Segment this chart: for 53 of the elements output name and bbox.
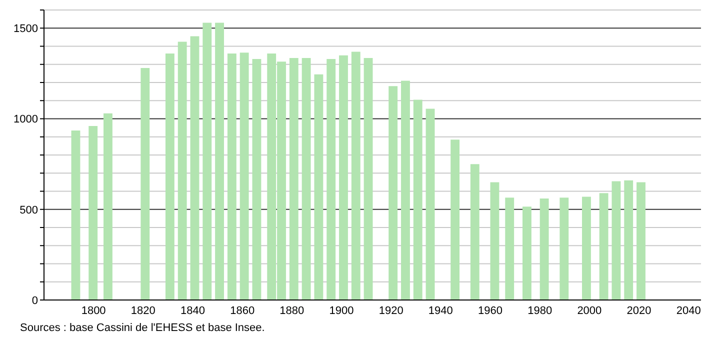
x-tick-label: 1820 [130, 304, 156, 317]
bar [190, 36, 200, 300]
x-tick-label: 1800 [81, 304, 106, 317]
y-tick-label: 1500 [14, 23, 38, 36]
bar [202, 22, 212, 300]
bar [450, 140, 460, 300]
x-tick-label: 1840 [180, 304, 205, 317]
bar [240, 52, 249, 300]
x-tick-label: 1980 [528, 304, 552, 317]
bar [104, 113, 112, 300]
bar [165, 54, 174, 300]
x-tick-label: 2000 [577, 304, 602, 317]
x-tick-label: 1920 [378, 304, 404, 317]
bar [612, 181, 621, 300]
bar [314, 74, 324, 300]
bar [364, 58, 373, 300]
bar [624, 180, 634, 300]
x-tick-label: 1880 [280, 304, 304, 317]
bar [215, 22, 224, 300]
x-tick-label: 1860 [230, 304, 255, 317]
bar [140, 68, 150, 300]
source-note: Sources : base Cassini de l'EHESS et base Insee. [20, 322, 265, 334]
x-tick-label: 1960 [478, 304, 503, 317]
bar [339, 55, 348, 300]
y-tick-label: 500 [20, 204, 38, 216]
y-tick-label: 0 [32, 294, 38, 307]
bar [560, 198, 569, 300]
bar [426, 108, 435, 300]
bar [388, 86, 398, 300]
x-tick-label: 2040 [676, 304, 701, 317]
bar [252, 58, 262, 300]
bar [88, 126, 98, 300]
bar [289, 58, 298, 300]
bar [505, 198, 514, 300]
bar [582, 196, 591, 300]
x-tick-label: 2020 [626, 304, 652, 317]
bar [227, 54, 236, 300]
bar [351, 52, 360, 300]
bar [326, 58, 336, 300]
bar [401, 80, 410, 300]
bar [178, 42, 187, 300]
x-tick-label: 1940 [428, 304, 453, 317]
bar [413, 100, 422, 300]
bar [490, 182, 500, 300]
bar [540, 198, 549, 300]
bar [71, 130, 80, 300]
bar [522, 206, 532, 300]
x-tick-label: 1900 [329, 304, 354, 317]
bar [636, 182, 646, 300]
bar [470, 164, 480, 300]
bar [302, 58, 311, 300]
bar [599, 193, 608, 300]
y-tick-label: 1000 [14, 114, 38, 126]
